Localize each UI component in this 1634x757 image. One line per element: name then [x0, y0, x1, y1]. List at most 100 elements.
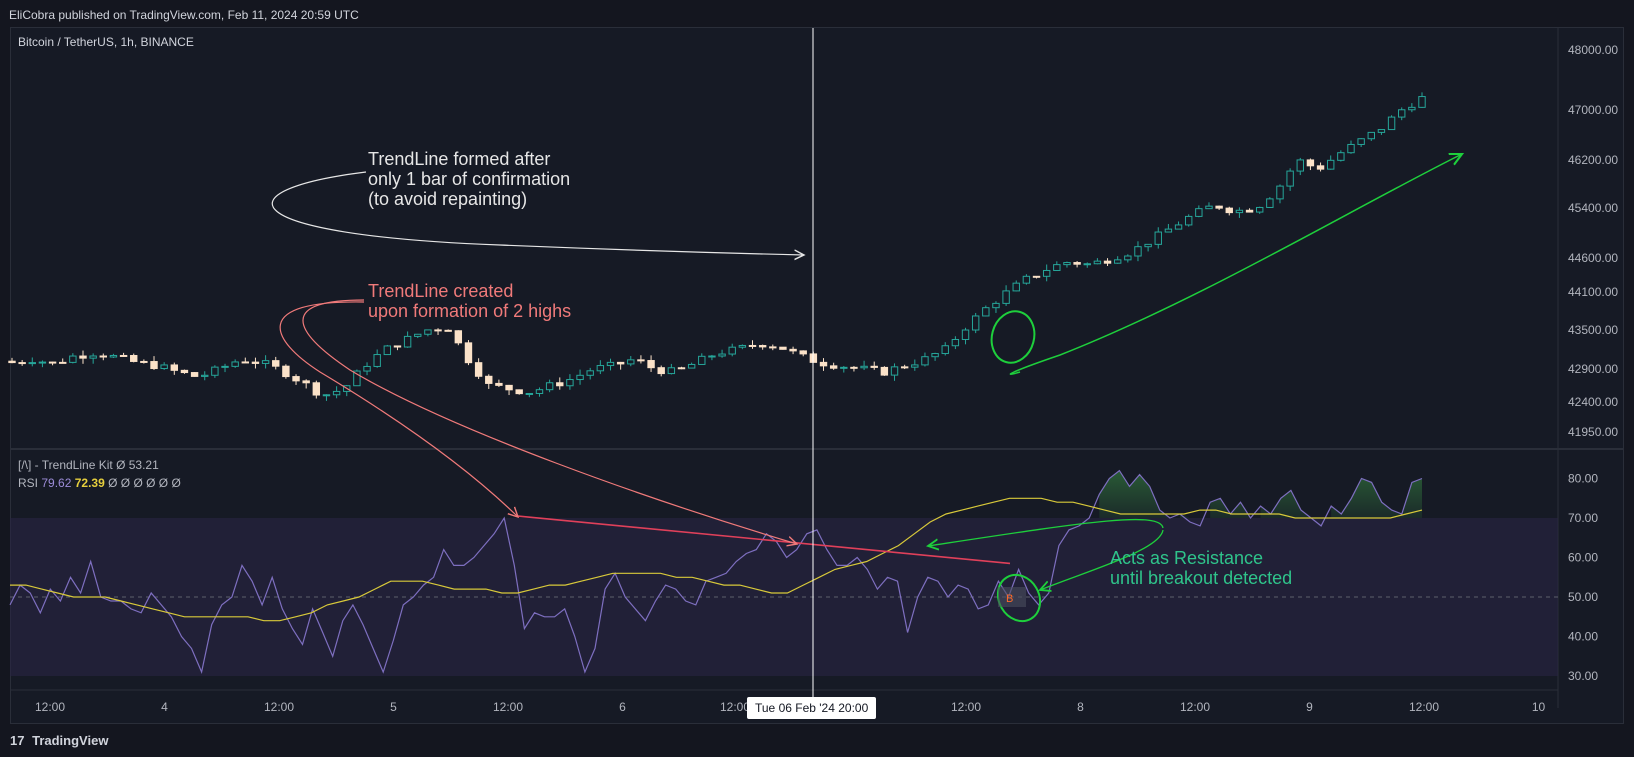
- candle-body: [170, 364, 179, 371]
- candle-body: [586, 370, 594, 376]
- candle-body: [454, 330, 463, 344]
- candle-body: [1377, 129, 1386, 133]
- candle-body: [535, 389, 544, 394]
- candle-body: [870, 365, 878, 368]
- candle-body: [698, 355, 706, 365]
- candle-body: [819, 361, 828, 367]
- footer-brand[interactable]: 17 TradingView: [10, 733, 108, 748]
- indicator-legend[interactable]: [/\] - TrendLine Kit Ø 53.21: [18, 458, 159, 472]
- candle-body: [18, 362, 26, 365]
- candle-body: [880, 366, 889, 376]
- rsi-tick-label: 50.00: [1568, 590, 1598, 604]
- candle-body: [485, 375, 493, 384]
- candle-body: [231, 361, 239, 367]
- footer-brand-text: TradingView: [32, 733, 109, 748]
- symbol-title: Bitcoin / TetherUS, 1h, BINANCE: [18, 35, 194, 49]
- candle-body: [1306, 159, 1315, 167]
- rsi-axis: 80.00 70.00 60.00 50.00 40.00 30.00: [1568, 472, 1598, 684]
- candle-body: [1205, 205, 1213, 210]
- candle-body: [302, 380, 310, 384]
- candle-body: [1418, 96, 1426, 108]
- candle-body: [322, 394, 331, 397]
- candle-body: [829, 365, 838, 369]
- indicator-name-value: Ø 53.21: [116, 458, 159, 472]
- candle-body: [221, 365, 229, 368]
- candle-body: [515, 389, 523, 395]
- candle-body: [505, 384, 513, 391]
- candle-body: [130, 354, 138, 362]
- breakout-marker-box: [998, 587, 1026, 607]
- price-tick-label: 45400.00: [1568, 201, 1618, 215]
- candle-body: [140, 360, 148, 363]
- time-tick-label: 12:00: [1180, 700, 1210, 714]
- candle-body: [1266, 198, 1274, 208]
- publisher-line: EliCobra published on TradingView.com, F…: [9, 8, 359, 22]
- time-axis: 12:00 4 12:00 5 12:00 6 12:00 12:00 8 12:00 9 12:00…: [35, 700, 1546, 714]
- candle-body: [180, 369, 189, 374]
- candle-body: [545, 382, 554, 391]
- rsi-legend[interactable]: RSI 79.62 72.39 Ø Ø Ø Ø Ø Ø: [18, 476, 181, 490]
- candle-body: [282, 365, 290, 378]
- price-tick-label: 44600.00: [1568, 251, 1618, 265]
- candle-body: [941, 345, 949, 355]
- rsi-tick-label: 30.00: [1568, 669, 1598, 683]
- candle-body: [1327, 159, 1335, 170]
- candle-body: [48, 361, 57, 364]
- candle-body: [292, 376, 300, 382]
- candle-body: [119, 354, 128, 357]
- candle-body: [150, 361, 158, 370]
- candle-body: [738, 344, 747, 348]
- candle-body: [160, 364, 168, 370]
- rsi-tick-label: 60.00: [1568, 551, 1598, 565]
- candle-body: [850, 366, 858, 369]
- green-resistance-arrow-2: [1040, 529, 1164, 590]
- price-tick-label: 42900.00: [1568, 362, 1618, 376]
- rsi-ma-legend-value: 72.39: [74, 476, 105, 490]
- annotation-repainting: TrendLine formed after only 1 bar of con…: [368, 149, 571, 209]
- candle-body: [1286, 170, 1294, 187]
- candle-body: [627, 359, 635, 365]
- candle-body: [1012, 282, 1020, 292]
- candle-body: [414, 333, 422, 337]
- candle-body: [647, 360, 655, 369]
- candle-body: [1093, 260, 1102, 265]
- candle-body: [201, 374, 209, 377]
- candle-body: [728, 346, 736, 355]
- time-tick-label: 12:00: [951, 700, 981, 714]
- candle-body: [241, 361, 250, 364]
- header-bar: EliCobra published on TradingView.com, F…: [0, 0, 1634, 28]
- candle-body: [748, 344, 757, 347]
- time-tick-label: 10: [1532, 700, 1546, 714]
- candle-body: [860, 365, 868, 369]
- breakout-circle-price: [990, 310, 1036, 364]
- candle-body: [931, 353, 939, 358]
- candle-body: [606, 361, 615, 367]
- time-tick-label: 12:00: [1409, 700, 1439, 714]
- time-tick-label: 5: [390, 700, 397, 714]
- candle-body: [211, 366, 219, 376]
- candle-body: [1235, 209, 1244, 214]
- candle-body: [677, 367, 686, 370]
- candle-body: [59, 361, 67, 364]
- time-tick-label: 12:00: [264, 700, 294, 714]
- candles-group: [8, 92, 1426, 401]
- candle-body: [657, 367, 665, 375]
- candle-body: [1063, 262, 1071, 266]
- crosshair-time-label: Tue 06 Feb '24 20:00: [747, 697, 877, 719]
- candle-body: [251, 361, 260, 364]
- candle-body: [79, 355, 87, 359]
- candle-body: [332, 390, 341, 396]
- time-tick-label: 8: [1077, 700, 1084, 714]
- breakout-marker-label: B: [1006, 593, 1013, 605]
- candle-body: [1296, 159, 1304, 172]
- candle-body: [758, 345, 767, 348]
- candle-body: [272, 360, 280, 367]
- candle-body: [1347, 143, 1355, 154]
- candle-body: [779, 346, 787, 350]
- candle-body: [596, 365, 605, 372]
- candle-body: [312, 382, 321, 396]
- time-tick-label: 12:00: [720, 700, 750, 714]
- candle-body: [637, 359, 645, 362]
- candle-body: [1154, 231, 1162, 245]
